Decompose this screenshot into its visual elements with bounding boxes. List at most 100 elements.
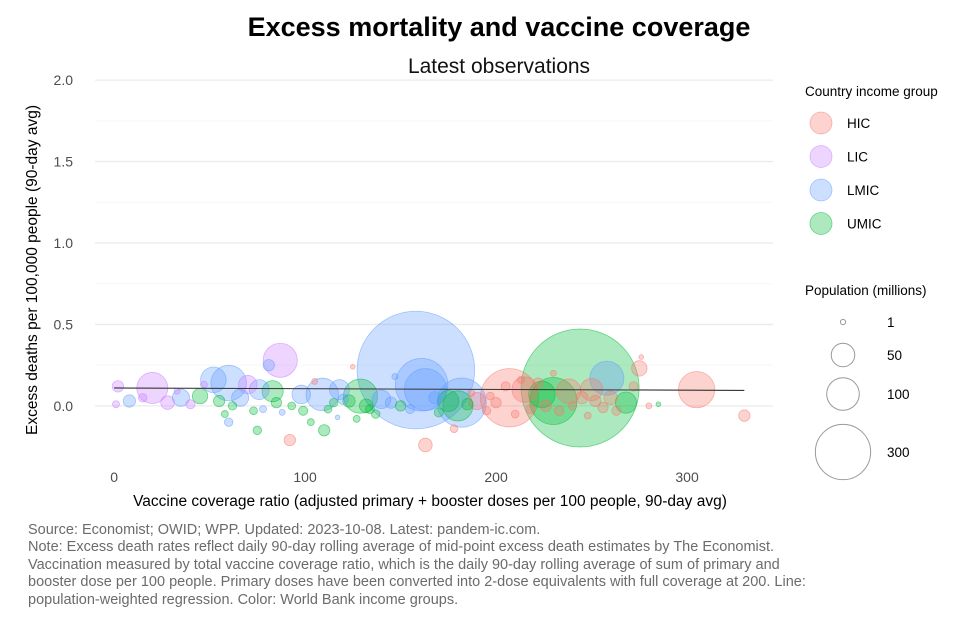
regression-line xyxy=(114,387,745,391)
size-legend-title: Population (millions) xyxy=(805,283,927,298)
data-point xyxy=(298,405,309,416)
data-point xyxy=(291,384,311,405)
data-point xyxy=(173,387,181,395)
tick-labels: 0.0 0.5 1.0 1.5 2.0 0 100 200 300 xyxy=(54,72,699,485)
data-point xyxy=(231,388,250,407)
data-point xyxy=(210,364,247,402)
data-point xyxy=(603,390,618,405)
data-point xyxy=(490,397,502,409)
legend-key-hic xyxy=(809,111,833,135)
data-point xyxy=(311,378,319,385)
legend: Country income group HIC LIC LMIC UMIC Popula… xyxy=(805,84,938,481)
x-tick-label: 200 xyxy=(484,469,508,485)
y-tick-label: 0.5 xyxy=(54,316,74,332)
data-point xyxy=(500,381,511,392)
size-legend-label: 50 xyxy=(887,348,902,363)
data-point xyxy=(213,394,226,408)
data-point xyxy=(122,394,136,408)
x-tick-label: 100 xyxy=(293,469,317,485)
size-legend-key xyxy=(830,342,856,368)
note-line: booster dose per 100 people. Primary dos… xyxy=(28,574,806,591)
note-line: Source: Economist; OWID; WPP. Updated: 2… xyxy=(28,522,541,538)
data-point xyxy=(337,393,349,405)
chart-subtitle: Latest observations xyxy=(407,55,591,78)
data-point xyxy=(329,397,339,408)
legend-label-lic: LIC xyxy=(847,150,868,165)
data-point xyxy=(611,405,622,416)
data-point xyxy=(539,399,552,412)
chart-notes: Source: Economist; OWID; WPP. Updated: 2… xyxy=(28,522,958,609)
data-point xyxy=(481,406,492,416)
data-point xyxy=(248,379,270,400)
size-legend-key xyxy=(826,377,860,411)
color-legend-title: Country income group xyxy=(805,84,938,99)
data-point xyxy=(437,389,460,412)
data-point xyxy=(261,380,284,403)
y-tick-label: 1.0 xyxy=(54,235,74,251)
data-point xyxy=(589,394,602,408)
data-point xyxy=(428,391,442,405)
bubble-layer xyxy=(111,310,751,453)
data-point xyxy=(575,391,589,405)
data-point xyxy=(199,380,208,389)
data-point xyxy=(371,389,392,410)
data-point xyxy=(628,381,639,392)
data-point xyxy=(638,354,644,360)
note-line: Note: Excess death rates reflect daily 9… xyxy=(28,539,775,556)
y-axis-title: Excess deaths per 100,000 people (90-day… xyxy=(24,105,41,435)
data-point xyxy=(185,399,196,410)
data-point xyxy=(532,377,544,389)
data-point xyxy=(549,369,557,377)
data-point xyxy=(517,375,525,384)
legend-label-umic: UMIC xyxy=(847,217,882,232)
regression-layer xyxy=(114,387,745,391)
data-point xyxy=(224,417,234,427)
data-point xyxy=(418,437,433,453)
data-point xyxy=(220,410,229,418)
data-point xyxy=(262,342,298,378)
legend-label-lmic: LMIC xyxy=(847,183,880,198)
legend-key-lic xyxy=(809,145,833,168)
data-point xyxy=(678,371,716,409)
data-point xyxy=(631,360,648,377)
data-point xyxy=(287,401,297,411)
data-point xyxy=(283,433,296,447)
legend-label-hic: HIC xyxy=(847,116,871,131)
y-tick-label: 0.0 xyxy=(54,398,74,414)
x-axis-title: Vaccine coverage ratio (adjusted primary… xyxy=(133,493,727,510)
note-line: population-weighted regression. Color: W… xyxy=(28,591,459,608)
data-point xyxy=(323,404,333,414)
data-point xyxy=(160,395,175,410)
data-point xyxy=(553,405,565,417)
data-point xyxy=(259,405,267,414)
size-legend-label: 300 xyxy=(887,445,910,460)
data-point xyxy=(394,358,449,412)
y-tick-label: 1.5 xyxy=(54,154,74,170)
y-tick-label: 2.0 xyxy=(54,72,74,88)
data-point xyxy=(449,424,459,433)
data-point xyxy=(249,406,258,416)
legend-key-lmic xyxy=(809,178,833,202)
data-point xyxy=(111,380,125,393)
data-point xyxy=(352,415,361,423)
data-point xyxy=(262,359,275,372)
data-point xyxy=(138,393,148,403)
data-point xyxy=(252,425,263,435)
data-point xyxy=(306,418,315,427)
data-point xyxy=(738,409,751,422)
data-point xyxy=(433,407,444,418)
data-point xyxy=(270,397,283,409)
size-legend-key xyxy=(839,318,847,326)
data-point xyxy=(467,388,476,397)
data-point xyxy=(394,400,407,412)
data-point xyxy=(350,364,356,370)
note-line: Vaccination measured by total vaccine co… xyxy=(28,556,780,573)
data-point xyxy=(461,398,474,411)
chart-title: Excess mortality and vaccine coverage xyxy=(247,12,751,42)
data-point xyxy=(583,411,592,420)
data-point xyxy=(405,404,416,415)
x-tick-label: 300 xyxy=(675,469,699,485)
data-point xyxy=(525,404,536,415)
data-point xyxy=(567,401,578,411)
